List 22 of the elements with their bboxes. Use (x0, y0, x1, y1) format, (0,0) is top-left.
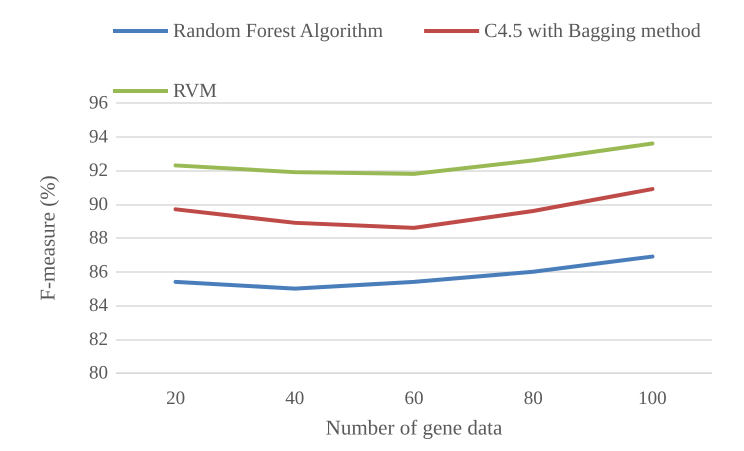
y-tick-label: 80 (89, 362, 108, 384)
legend-label: Random Forest Algorithm (173, 20, 384, 42)
y-tick-label: 86 (89, 261, 108, 282)
x-tick-label: 60 (404, 388, 424, 409)
line-series (174, 187, 654, 230)
x-tick-label: 80 (524, 388, 543, 409)
x-tick-label: 20 (166, 388, 186, 409)
line-series (174, 254, 654, 291)
y-tick-label: 88 (89, 228, 108, 248)
x-tick-label: 40 (285, 388, 304, 409)
legend-label: C4.5 with Bagging method (484, 20, 701, 42)
y-tick-label: 90 (89, 194, 108, 215)
y-tick-label: 82 (89, 328, 108, 350)
y-tick-label: 92 (89, 160, 108, 181)
y-axis-title: F-measure (%) (36, 175, 60, 301)
x-tick-label: 100 (638, 388, 667, 409)
x-axis-title: Number of gene data (326, 416, 504, 440)
y-tick-label: 94 (89, 126, 108, 148)
y-tick-label: 96 (89, 92, 108, 114)
y-tick-label: 84 (89, 295, 108, 316)
legend-label: RVM (173, 80, 218, 102)
line-series (174, 142, 654, 176)
